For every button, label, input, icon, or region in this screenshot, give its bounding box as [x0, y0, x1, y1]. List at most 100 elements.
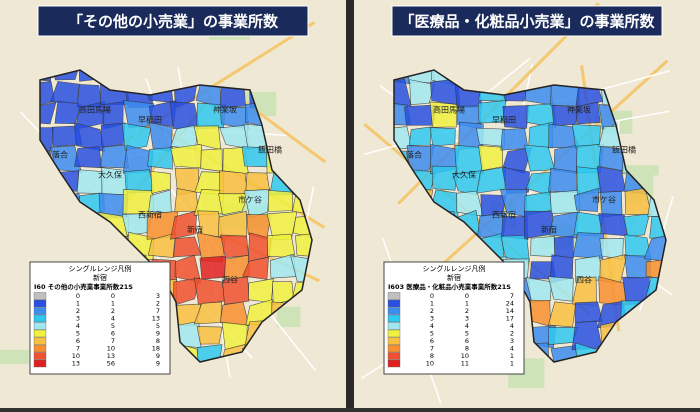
district	[548, 167, 578, 193]
legend-count: 13	[152, 315, 160, 323]
district	[74, 146, 103, 169]
legend-from: 7	[430, 345, 434, 353]
legend-swatch	[387, 359, 401, 368]
legend-from: 2	[430, 307, 434, 315]
district	[478, 145, 503, 171]
legend-from: 3	[430, 315, 434, 323]
legend-swatch	[33, 307, 47, 315]
legend-to: 8	[465, 345, 469, 353]
legend-box	[29, 261, 171, 375]
district	[575, 101, 601, 125]
place-label: 高田馬場	[79, 105, 111, 115]
district	[219, 170, 248, 196]
ward-outline	[39, 69, 313, 363]
legend-count: 2	[510, 330, 514, 338]
district	[477, 99, 507, 124]
legend-to: 10	[107, 345, 115, 353]
legend-to: 5	[111, 322, 115, 330]
legend-from: 1	[430, 300, 434, 308]
legend-from: 2	[76, 307, 80, 315]
panel-divider	[346, 0, 354, 408]
district	[431, 165, 459, 191]
district	[476, 166, 507, 194]
district	[408, 126, 432, 146]
legend-to: 0	[465, 292, 469, 300]
legend-heading: シングルレンジ凡例	[69, 264, 132, 273]
district	[501, 167, 530, 195]
legend-swatch	[387, 314, 401, 323]
district	[549, 254, 574, 284]
district	[500, 127, 529, 151]
district	[502, 105, 530, 129]
legend-count: 4	[510, 322, 514, 330]
place-label: 飯田橋	[258, 145, 282, 155]
legend-to: 13	[107, 352, 115, 360]
legend-to: 7	[111, 337, 115, 345]
legend-to: 3	[465, 315, 469, 323]
legend-count: 7	[156, 307, 160, 315]
legend-from: 3	[76, 315, 80, 323]
district	[598, 213, 628, 237]
legend-from: 5	[76, 330, 80, 338]
road	[611, 110, 670, 123]
district	[170, 210, 198, 240]
place-label: 早稲田	[492, 115, 516, 125]
place-label: 大久保	[452, 170, 476, 180]
district	[150, 170, 171, 194]
legend-from: 4	[430, 322, 434, 330]
legend-count: 4	[510, 345, 514, 353]
legend-swatch	[387, 299, 401, 308]
legend-from: 6	[430, 337, 434, 345]
district	[100, 122, 126, 148]
legend-swatch	[33, 292, 47, 300]
place-label: 西新宿	[492, 210, 516, 220]
panel-title: 「その他の小売業」の事業所数	[68, 13, 279, 31]
title-banner	[391, 5, 663, 37]
legend-from: 0	[430, 292, 434, 300]
district	[476, 127, 506, 147]
legend-count: 2	[156, 300, 160, 308]
district	[121, 122, 152, 151]
legend-count: 3	[510, 337, 514, 345]
legend-from: 4	[76, 322, 80, 330]
place-label: 新宿	[541, 225, 557, 235]
district	[501, 216, 529, 241]
legend-swatch	[387, 344, 401, 353]
district	[123, 99, 155, 128]
district	[530, 236, 555, 257]
district	[573, 187, 600, 212]
district	[193, 277, 226, 305]
legend-layer: I60 その他の小売業事業所数21S	[34, 282, 133, 291]
place-label: 四谷	[222, 276, 238, 285]
legend-to: 1	[465, 300, 469, 308]
district	[525, 277, 552, 303]
legend-count: 9	[156, 330, 160, 338]
legend-to: 11	[461, 360, 469, 368]
legend-to: 5	[465, 330, 469, 338]
district	[409, 79, 435, 105]
place-label: 神楽坂	[213, 105, 237, 115]
district	[218, 193, 250, 216]
legend-box	[383, 261, 525, 375]
legend-from: 8	[430, 352, 434, 360]
place-label: 落合	[406, 150, 422, 160]
district	[245, 172, 271, 191]
district	[222, 276, 250, 305]
place-label: 市ケ谷	[592, 195, 616, 205]
district	[551, 105, 580, 127]
place-label: 市ケ谷	[238, 195, 262, 205]
place-label: 早稲田	[138, 115, 162, 125]
park	[0, 349, 29, 365]
legend-swatch	[387, 322, 401, 330]
legend-to: 6	[465, 337, 469, 345]
district	[40, 101, 57, 125]
legend-to: 4	[465, 322, 469, 330]
district	[574, 301, 603, 323]
map-panel: 落合高田馬場早稲田神楽坂大久保西新宿新宿四谷市ケ谷飯田橋「医療品・化粧品小売業」…	[354, 0, 700, 408]
legend-count: 9	[156, 352, 160, 360]
district	[147, 147, 173, 170]
legend-from: 10	[426, 360, 434, 368]
place-label: 四谷	[576, 276, 592, 285]
